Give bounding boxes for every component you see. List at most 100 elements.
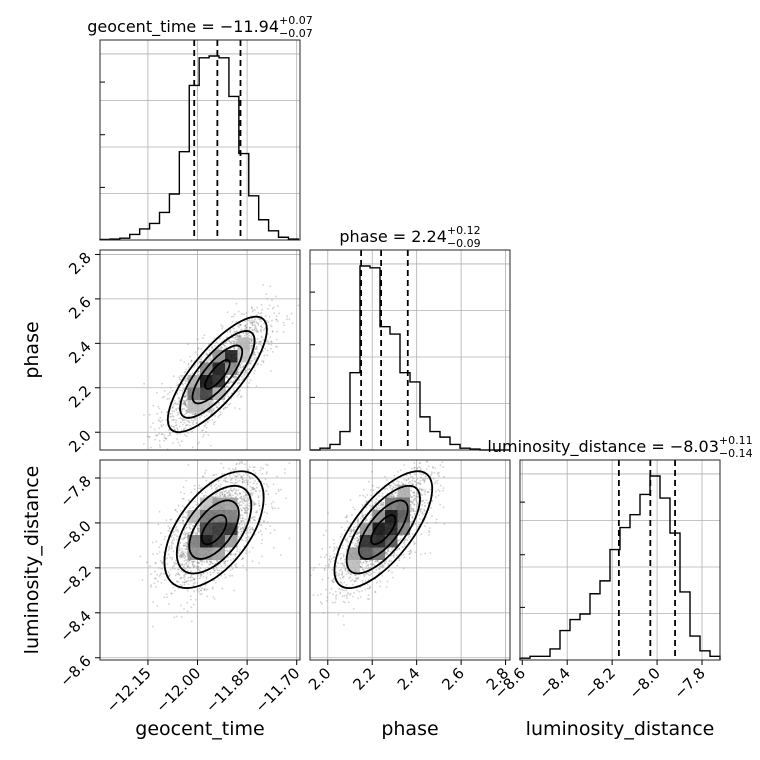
scatter-point (178, 376, 180, 379)
scatter-point (409, 549, 412, 551)
scatter-point (228, 493, 231, 495)
scatter-point (255, 482, 258, 485)
scatter-point (230, 481, 232, 484)
scatter-point (191, 372, 194, 375)
scatter-point (168, 432, 171, 435)
scatter-point (191, 576, 194, 579)
scatter-point (172, 536, 175, 539)
scatter-point (248, 368, 251, 370)
scatter-point (181, 498, 184, 500)
scatter-point (253, 358, 256, 360)
scatter-point (282, 331, 285, 333)
scatter-point (251, 328, 254, 331)
scatter-point (221, 494, 224, 496)
scatter-point (236, 481, 239, 483)
scatter-point (244, 507, 247, 509)
scatter-point (184, 548, 187, 550)
scatter-point (189, 531, 192, 534)
scatter-point (235, 376, 238, 378)
scatter-point (253, 502, 255, 505)
scatter-point (229, 493, 232, 496)
scatter-point (239, 500, 241, 503)
scatter-point (365, 565, 368, 567)
scatter-point (241, 498, 243, 500)
scatter-point (276, 320, 279, 323)
scatter-point (353, 592, 355, 594)
scatter-point (206, 360, 209, 363)
scatter-point (364, 559, 367, 562)
scatter-point (374, 560, 376, 563)
scatter-point (193, 564, 196, 567)
scatter-point (225, 481, 228, 483)
scatter-point (186, 589, 189, 592)
scatter-point (173, 418, 176, 421)
scatter-point (176, 384, 179, 387)
scatter-point (275, 318, 278, 321)
scatter-point (220, 462, 222, 465)
scatter-point (191, 525, 194, 527)
scatter-point (272, 483, 275, 486)
scatter-point (262, 339, 265, 341)
scatter-point (180, 552, 183, 554)
scatter-point (178, 378, 181, 380)
scatter-point (151, 541, 154, 544)
scatter-point (238, 324, 241, 327)
scatter-point (241, 481, 244, 484)
scatter-point (247, 535, 249, 538)
scatter-point (175, 526, 178, 528)
scatter-point (255, 490, 258, 493)
scatter-point (239, 533, 242, 536)
scatter-point (178, 573, 181, 576)
scatter-point (214, 581, 217, 584)
scatter-point (158, 444, 161, 446)
scatter-point (203, 334, 206, 337)
scatter-point (183, 544, 186, 547)
scatter-point (244, 331, 247, 334)
scatter-point (170, 542, 173, 544)
scatter-point (198, 370, 201, 373)
scatter-point (255, 327, 258, 330)
scatter-point (191, 563, 194, 566)
scatter-point (234, 481, 237, 484)
scatter-point (223, 345, 226, 347)
scatter-point (174, 429, 177, 432)
scatter-point (186, 409, 188, 412)
scatter-point (182, 429, 185, 431)
scatter-point (255, 346, 258, 349)
scatter-point (240, 530, 243, 533)
scatter-point (203, 495, 206, 497)
scatter-point (273, 529, 276, 532)
scatter-point (172, 419, 175, 422)
scatter-point (206, 420, 209, 423)
scatter-point (234, 492, 236, 495)
scatter-point (248, 326, 251, 329)
scatter-point (222, 495, 225, 498)
density-cell (225, 510, 238, 523)
scatter-point (257, 324, 260, 326)
scatter-point (328, 564, 331, 567)
scatter-point (240, 519, 243, 522)
scatter-point (190, 574, 193, 577)
scatter-point (231, 481, 234, 484)
scatter-point (243, 512, 246, 514)
scatter-point (251, 527, 253, 530)
scatter-point (244, 499, 247, 502)
scatter-point (181, 551, 184, 554)
scatter-point (185, 532, 187, 535)
scatter-point (224, 389, 227, 392)
scatter-point (240, 476, 243, 479)
scatter-point (239, 513, 242, 516)
scatter-point (254, 489, 257, 492)
scatter-point (188, 567, 191, 569)
scatter-point (362, 561, 365, 564)
scatter-point (183, 408, 186, 410)
scatter-point (238, 334, 241, 337)
scatter-point (419, 509, 422, 512)
scatter-point (245, 328, 248, 330)
scatter-point (265, 490, 268, 492)
scatter-point (181, 564, 184, 567)
scatter-point (152, 422, 154, 425)
scatter-point (189, 355, 192, 358)
scatter-point (247, 468, 250, 471)
